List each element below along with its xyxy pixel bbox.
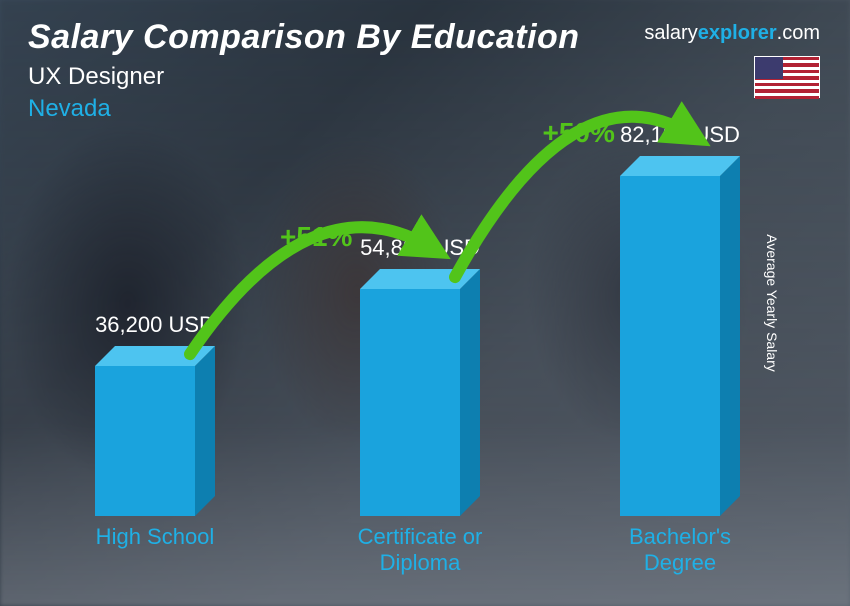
bar-top (95, 346, 215, 366)
bar-category-label: High School (96, 524, 215, 550)
brand-part1: salary (644, 22, 697, 44)
bar-top (360, 269, 480, 289)
chart-location: Nevada (28, 95, 822, 123)
bar-category-label: Certificate or Diploma (330, 524, 510, 577)
bar-side (460, 269, 480, 516)
bar-front (95, 366, 195, 516)
chart-subtitle: UX Designer (28, 63, 822, 91)
bar-side (195, 346, 215, 516)
bar-side (720, 156, 740, 516)
increase-percent-label: +51% (280, 221, 352, 253)
brand-part2: explorer (698, 22, 777, 44)
bar-chart: 36,200 USD High School 54,800 USD Certifica… (40, 140, 790, 576)
bar-value: 82,100 USD (620, 122, 740, 148)
bar-front (620, 176, 720, 516)
bar-value: 36,200 USD (95, 312, 215, 338)
increase-percent-label: +50% (543, 117, 615, 149)
bar-category-label: Bachelor's Degree (590, 524, 770, 577)
brand-watermark: salaryexplorer.com (644, 22, 820, 45)
bar-value: 54,800 USD (360, 235, 480, 261)
brand-part3: .com (777, 22, 820, 44)
us-flag-icon (754, 56, 820, 98)
bar-top (620, 156, 740, 176)
bar-front (360, 289, 460, 516)
